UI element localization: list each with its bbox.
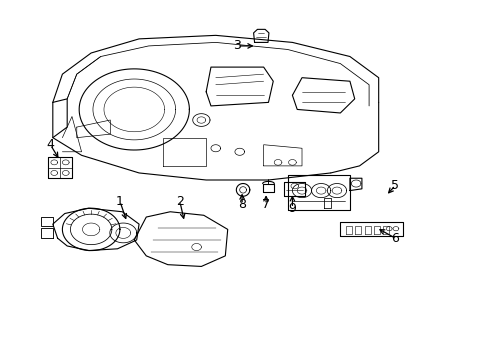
- Text: 8: 8: [238, 198, 245, 211]
- Text: 5: 5: [391, 179, 399, 192]
- Text: 4: 4: [46, 138, 54, 151]
- Text: 1: 1: [116, 195, 123, 208]
- Text: 9: 9: [288, 202, 296, 215]
- Text: 3: 3: [233, 40, 241, 53]
- Text: 2: 2: [176, 195, 183, 208]
- Text: 7: 7: [262, 198, 269, 211]
- Text: 6: 6: [391, 232, 399, 245]
